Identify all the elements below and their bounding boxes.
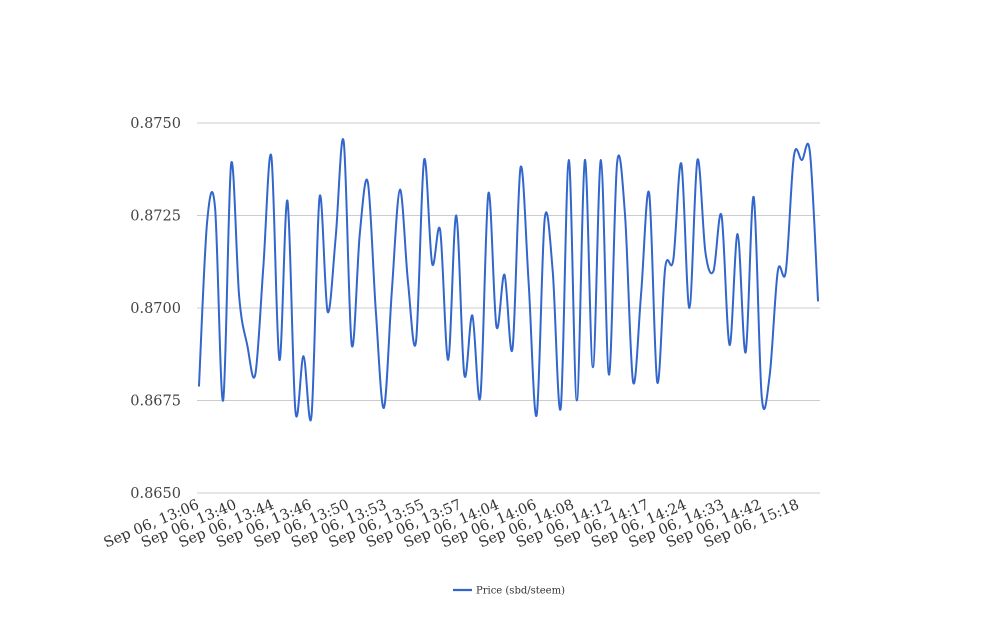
y-tick-label: 0.8750	[130, 116, 181, 132]
legend-label-price: Price (sbd/steem)	[476, 586, 565, 597]
y-axis-tick-labels: 0.8650 0.8675 0.8700 0.8725 0.8750	[130, 116, 181, 502]
y-tick-label: 0.8650	[130, 486, 181, 502]
series-line-price	[198, 138, 819, 421]
series-price	[198, 138, 819, 421]
y-tick-label: 0.8725	[130, 209, 181, 225]
y-tick-label: 0.8700	[130, 301, 181, 317]
legend[interactable]: Price (sbd/steem)	[453, 586, 565, 597]
y-tick-label: 0.8675	[130, 394, 181, 410]
